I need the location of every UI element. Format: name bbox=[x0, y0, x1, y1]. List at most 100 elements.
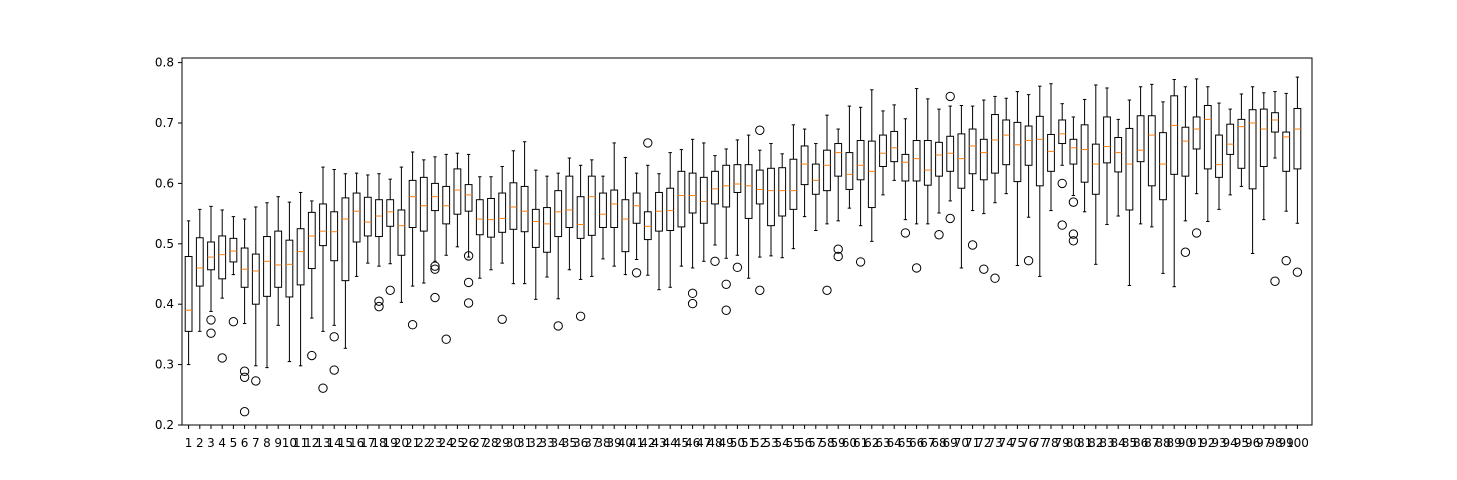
box-8 bbox=[263, 202, 271, 369]
flier-point bbox=[1191, 228, 1202, 238]
box-70 bbox=[957, 104, 966, 269]
x-tick-label: 38 bbox=[595, 436, 610, 450]
x-tick-label: 53 bbox=[763, 436, 778, 450]
x-tick-label: 79 bbox=[1055, 436, 1070, 450]
box-99 bbox=[1281, 92, 1291, 266]
box-68 bbox=[934, 108, 944, 240]
x-tick-label: 93 bbox=[1211, 436, 1226, 450]
box-20 bbox=[397, 166, 406, 303]
box-body bbox=[935, 141, 943, 177]
box-body bbox=[778, 167, 787, 217]
x-tick-label: 3 bbox=[207, 436, 215, 450]
flier-point bbox=[1180, 247, 1191, 257]
box-94 bbox=[1226, 108, 1235, 196]
box-body bbox=[979, 138, 988, 181]
box-66 bbox=[911, 88, 922, 273]
flier-point bbox=[732, 262, 743, 273]
y-axis: 0.2 0.3 0.4 0.5 0.6 0.7 0.8 bbox=[155, 56, 182, 432]
x-tick-label: 84 bbox=[1111, 436, 1126, 450]
flier-point bbox=[239, 372, 250, 382]
flier-point bbox=[228, 317, 239, 327]
box-body bbox=[408, 179, 417, 228]
flier-point bbox=[990, 273, 1000, 283]
x-tick-label: 17 bbox=[360, 436, 375, 450]
x-tick-label: 18 bbox=[371, 436, 386, 450]
flier-point bbox=[329, 365, 339, 375]
box-63 bbox=[879, 110, 887, 196]
x-tick-label: 49 bbox=[719, 436, 734, 450]
box-91 bbox=[1191, 78, 1202, 238]
x-tick-label: 13 bbox=[315, 436, 330, 450]
box-body bbox=[890, 130, 899, 163]
box-90 bbox=[1180, 86, 1191, 257]
x-tick-label: 8 bbox=[263, 436, 271, 450]
box-body bbox=[800, 145, 809, 186]
box-body bbox=[1170, 95, 1179, 175]
box-86 bbox=[1136, 86, 1145, 225]
x-tick-label: 71 bbox=[965, 436, 980, 450]
flier-point bbox=[721, 305, 731, 315]
box-25 bbox=[453, 152, 462, 248]
x-tick-label: 33 bbox=[539, 436, 554, 450]
x-tick-label: 92 bbox=[1200, 436, 1215, 450]
flier-point bbox=[441, 334, 451, 344]
x-tick-label: 2 bbox=[196, 436, 204, 450]
box-body bbox=[240, 247, 249, 288]
x-tick-label: 81 bbox=[1077, 436, 1092, 450]
box-7 bbox=[251, 206, 261, 386]
box-body bbox=[1069, 138, 1078, 165]
box-27 bbox=[475, 176, 484, 279]
box-body bbox=[419, 176, 428, 232]
box-58 bbox=[822, 114, 832, 296]
flier-point bbox=[833, 251, 843, 262]
x-tick-label: 11 bbox=[293, 436, 308, 450]
flier-point bbox=[329, 332, 339, 342]
box-body bbox=[375, 199, 383, 238]
flier-point bbox=[407, 320, 418, 330]
x-tick-label: 62 bbox=[864, 436, 879, 450]
flier-point bbox=[1057, 220, 1067, 230]
box-body bbox=[531, 208, 540, 248]
x-tick-label: 55 bbox=[786, 436, 801, 450]
box-18 bbox=[374, 173, 384, 312]
box-body bbox=[475, 199, 484, 236]
box-57 bbox=[811, 143, 820, 232]
y-tick-label: 0.4 bbox=[155, 297, 174, 311]
flier-point bbox=[710, 256, 720, 267]
box-97 bbox=[1259, 92, 1268, 221]
flier-point bbox=[374, 301, 384, 312]
x-tick-label: 7 bbox=[252, 436, 260, 450]
flier-point bbox=[430, 292, 440, 303]
box-67 bbox=[923, 98, 932, 225]
flier-point bbox=[721, 279, 731, 289]
box-36 bbox=[575, 164, 586, 321]
x-tick-label: 67 bbox=[920, 436, 935, 450]
box-53 bbox=[767, 143, 775, 257]
flier-point bbox=[1281, 256, 1291, 266]
box-body bbox=[453, 168, 462, 215]
y-tick-label: 0.6 bbox=[155, 176, 174, 190]
box-body bbox=[879, 134, 887, 167]
box-body bbox=[823, 149, 831, 192]
box-61 bbox=[855, 106, 866, 267]
x-tick-label: 75 bbox=[1010, 436, 1025, 450]
flier-point bbox=[1292, 267, 1303, 277]
flier-point bbox=[1270, 276, 1280, 286]
flier-point bbox=[430, 264, 440, 274]
box-body bbox=[1136, 115, 1145, 163]
box-body bbox=[1181, 126, 1190, 177]
x-tick-label: 10 bbox=[282, 436, 297, 450]
box-body bbox=[1237, 118, 1246, 169]
box-22 bbox=[419, 159, 428, 284]
x-tick-label: 88 bbox=[1155, 436, 1170, 450]
box-body bbox=[610, 189, 619, 228]
flier-point bbox=[1057, 178, 1067, 189]
x-tick-label: 97 bbox=[1256, 436, 1271, 450]
y-tick-label: 0.7 bbox=[155, 116, 174, 130]
box-body bbox=[543, 207, 551, 253]
box-24 bbox=[441, 153, 451, 344]
box-52 bbox=[755, 125, 765, 296]
box-body bbox=[1271, 112, 1279, 133]
